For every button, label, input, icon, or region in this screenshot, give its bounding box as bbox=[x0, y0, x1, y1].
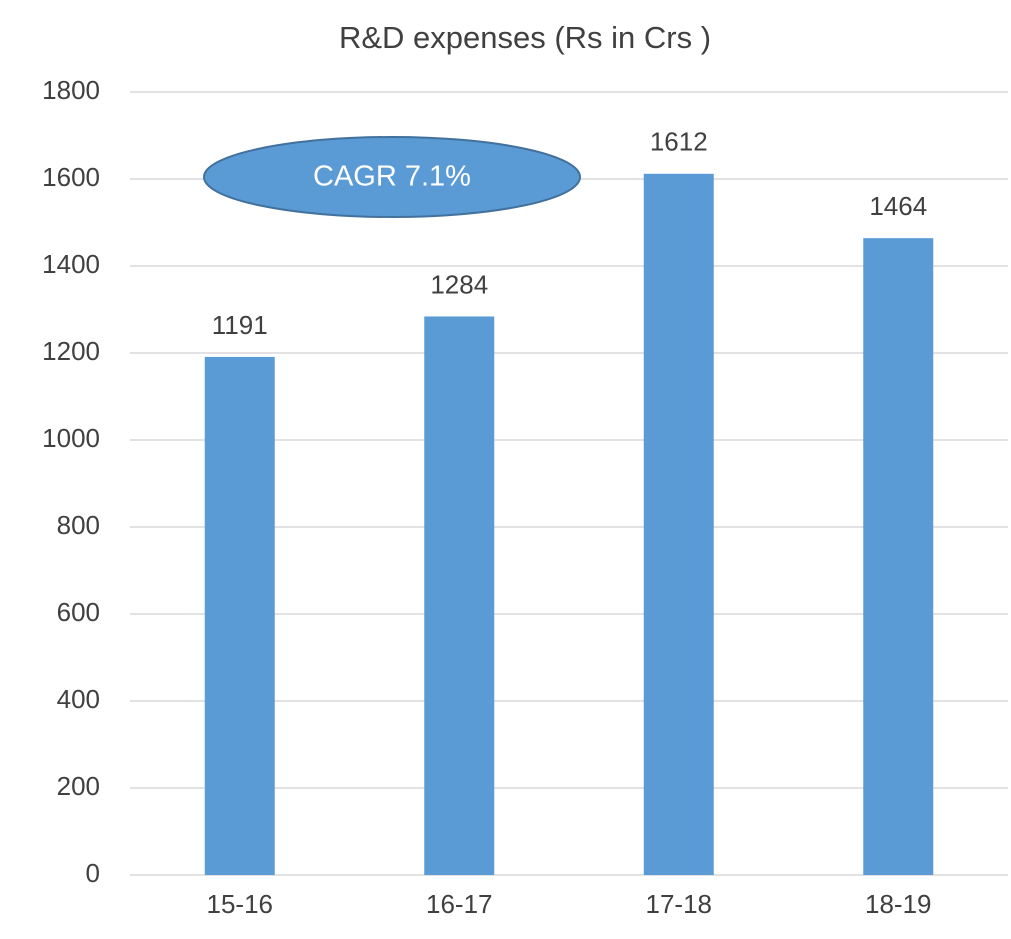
y-tick-label: 1000 bbox=[42, 423, 100, 453]
x-tick-label: 15-16 bbox=[207, 889, 274, 919]
x-tick-label: 17-18 bbox=[646, 889, 713, 919]
data-label: 1612 bbox=[650, 127, 708, 157]
x-tick-label: 18-19 bbox=[865, 889, 932, 919]
annotation: CAGR 7.1% bbox=[313, 161, 471, 193]
data-label: 1464 bbox=[869, 191, 927, 221]
y-tick-label: 800 bbox=[57, 510, 100, 540]
y-tick-label: 0 bbox=[86, 858, 100, 888]
y-tick-label: 1600 bbox=[42, 162, 100, 192]
bar bbox=[643, 173, 714, 875]
y-tick-label: 1200 bbox=[42, 336, 100, 366]
y-tick-label: 1800 bbox=[42, 75, 100, 105]
y-tick-label: 1400 bbox=[42, 249, 100, 279]
annotation-shape bbox=[203, 136, 581, 218]
chart-title: R&D expenses (Rs in Crs ) bbox=[339, 20, 711, 55]
data-label: 1284 bbox=[430, 269, 488, 299]
bar bbox=[863, 238, 934, 875]
bar bbox=[204, 356, 275, 875]
data-label: 1191 bbox=[212, 310, 268, 340]
x-tick-label: 16-17 bbox=[426, 889, 493, 919]
y-tick-label: 200 bbox=[57, 771, 100, 801]
y-tick-label: 600 bbox=[57, 597, 100, 627]
y-tick-label: 400 bbox=[57, 684, 100, 714]
bar bbox=[424, 316, 495, 876]
